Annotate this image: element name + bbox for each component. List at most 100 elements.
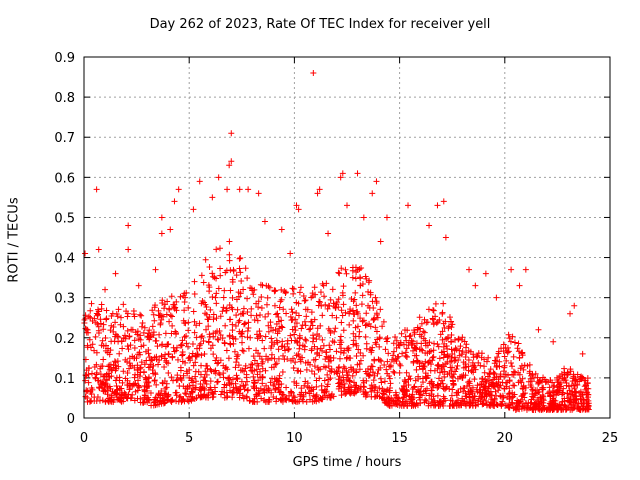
data-point (173, 331, 180, 338)
data-point (296, 289, 303, 296)
data-point (203, 381, 210, 388)
data-point (505, 372, 512, 379)
data-point (440, 343, 447, 350)
data-point (519, 352, 526, 359)
data-point (144, 333, 151, 340)
data-point (580, 397, 587, 404)
data-point (184, 370, 191, 377)
data-point (442, 360, 449, 367)
data-point (89, 370, 96, 377)
data-point (512, 404, 519, 411)
data-point (412, 344, 419, 351)
data-point (329, 312, 336, 319)
data-point (189, 350, 196, 357)
data-point (159, 297, 166, 304)
data-point (237, 383, 244, 390)
data-point (109, 310, 116, 317)
data-point (472, 399, 479, 406)
data-point (436, 369, 443, 376)
data-point (158, 312, 165, 319)
data-point (577, 393, 584, 400)
data-point (289, 309, 296, 316)
data-point (191, 278, 198, 285)
data-point (226, 374, 233, 381)
data-point (544, 406, 551, 413)
data-point (219, 308, 226, 315)
data-point (434, 382, 441, 389)
data-point (245, 319, 252, 326)
data-point (363, 275, 370, 282)
data-point (509, 333, 516, 340)
data-point (145, 375, 152, 382)
data-point (359, 318, 366, 325)
data-point (314, 350, 321, 357)
data-point (261, 389, 268, 396)
data-point (390, 348, 397, 355)
data-point (426, 222, 433, 229)
data-point (424, 319, 431, 326)
data-point (180, 317, 187, 324)
data-point (510, 368, 517, 375)
data-point (314, 190, 321, 197)
data-point (380, 388, 387, 395)
data-point (96, 385, 103, 392)
data-point (400, 382, 407, 389)
data-point (238, 330, 245, 337)
data-point (112, 377, 119, 384)
data-point (208, 368, 215, 375)
data-point (531, 392, 538, 399)
data-point (351, 390, 358, 397)
data-point (293, 299, 300, 306)
data-point (238, 378, 245, 385)
data-point (214, 378, 221, 385)
data-point (87, 307, 94, 314)
data-point (253, 347, 260, 354)
data-point (181, 290, 188, 297)
data-point (465, 379, 472, 386)
data-point (236, 317, 243, 324)
data-point (319, 347, 326, 354)
data-point (200, 338, 207, 345)
data-point (141, 361, 148, 368)
data-point (296, 334, 303, 341)
data-point (458, 337, 465, 344)
data-point (465, 347, 472, 354)
data-point (339, 292, 346, 299)
data-point (411, 383, 418, 390)
data-point (239, 347, 246, 354)
data-point (384, 358, 391, 365)
data-point (100, 388, 107, 395)
data-point (292, 327, 299, 334)
data-point (539, 378, 546, 385)
data-point (383, 366, 390, 373)
data-point (240, 286, 247, 293)
data-point (120, 368, 127, 375)
data-point (417, 391, 424, 398)
data-point (514, 345, 521, 352)
data-point (386, 375, 393, 382)
data-point (236, 186, 243, 193)
data-point (291, 394, 298, 401)
data-point (212, 367, 219, 374)
data-point (567, 310, 574, 317)
x-tick-label: 0 (80, 431, 88, 446)
data-point (192, 368, 199, 375)
data-point (380, 318, 387, 325)
data-point (267, 345, 274, 352)
data-point (143, 357, 150, 364)
data-point (229, 394, 236, 401)
data-point (561, 372, 568, 379)
data-point (138, 323, 145, 330)
data-point (325, 302, 332, 309)
data-point (515, 340, 522, 347)
data-point (340, 283, 347, 290)
data-point (434, 362, 441, 369)
data-point (168, 293, 175, 300)
data-point (183, 333, 190, 340)
data-point (200, 279, 207, 286)
data-point (231, 348, 238, 355)
data-point (391, 369, 398, 376)
data-point (449, 351, 456, 358)
data-point (165, 341, 172, 348)
data-point (399, 350, 406, 357)
